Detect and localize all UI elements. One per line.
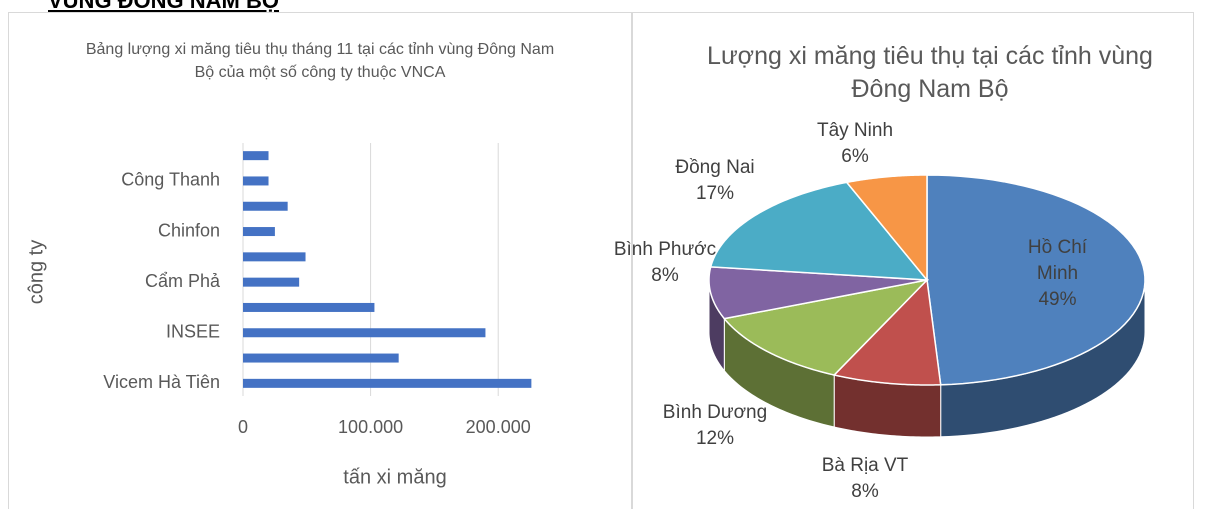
heading: VÙNG ĐÔNG NAM BỘ xyxy=(48,0,279,13)
slice-percent: 8% xyxy=(651,265,679,286)
slice-label: Hồ Chí Minh 49% xyxy=(1010,235,1105,313)
slice-label: Bà Rịa VT 8% xyxy=(800,453,930,505)
slice-name: Bình Dương xyxy=(662,402,768,423)
slice-name: Bình Phước xyxy=(613,239,717,260)
slice-label: Bình Dương 12% xyxy=(660,400,770,452)
right-panel xyxy=(632,12,1194,509)
bar xyxy=(243,277,300,287)
bar xyxy=(243,378,532,388)
slice-label: Đồng Nai 17% xyxy=(650,155,780,207)
y-tick-label: INSEE xyxy=(166,322,220,342)
pie-slice xyxy=(845,174,928,283)
pie-title: Lượng xi măng tiêu thụ tại các tỉnh vùng… xyxy=(707,42,1153,103)
bar xyxy=(243,151,269,161)
pie-slice xyxy=(709,181,929,281)
bar-title: Bảng lượng xi măng tiêu thụ tháng 11 tại… xyxy=(85,41,555,81)
slice-name: Bà Rịa VT xyxy=(821,455,909,476)
x-tick-label: 200.000 xyxy=(466,417,531,437)
bar xyxy=(243,328,486,338)
x-tick-label: 100.000 xyxy=(338,417,403,437)
slice-percent: 49% xyxy=(1038,289,1077,310)
y-tick-label: Công Thanh xyxy=(121,170,220,190)
pie-slice xyxy=(926,174,1146,386)
left-panel xyxy=(8,12,632,509)
bar xyxy=(243,302,375,312)
slice-label: Tây Ninh 6% xyxy=(800,118,910,170)
bar xyxy=(243,252,306,262)
slice-name: Tây Ninh xyxy=(816,120,894,141)
bar xyxy=(243,176,269,186)
slice-percent: 6% xyxy=(841,146,869,167)
bar xyxy=(243,227,275,237)
slice-percent: 17% xyxy=(695,183,735,204)
slice-name: Hồ Chí Minh xyxy=(1027,237,1088,284)
slice-percent: 8% xyxy=(851,481,879,502)
slice-label: Bình Phước 8% xyxy=(610,237,720,289)
bar xyxy=(243,201,288,211)
pie-slice xyxy=(722,278,930,376)
pie-slice xyxy=(832,278,942,386)
x-tick-label: 0 xyxy=(238,417,248,437)
y-tick-label: Vicem Hà Tiên xyxy=(103,372,220,392)
slice-percent: 12% xyxy=(695,428,735,449)
y-axis-label: công ty xyxy=(25,240,47,304)
slice-name: Đồng Nai xyxy=(675,157,755,178)
y-tick-label: Chinfon xyxy=(158,220,220,240)
y-tick-label: Cẩm Phả xyxy=(145,271,221,291)
x-axis-label: tấn xi măng xyxy=(343,466,446,488)
bar xyxy=(243,353,399,363)
pie-slice xyxy=(708,266,928,320)
